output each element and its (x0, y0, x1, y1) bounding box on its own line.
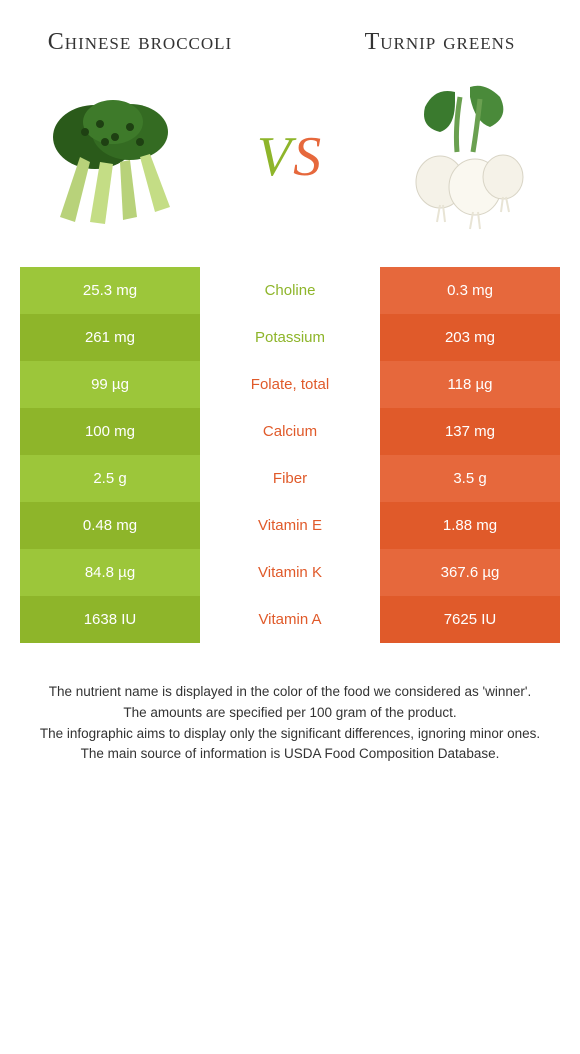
nutrient-name: Vitamin E (200, 502, 380, 549)
table-row: 99 µgFolate, total118 µg (20, 361, 560, 408)
nutrient-name: Fiber (200, 455, 380, 502)
left-value: 2.5 g (20, 455, 200, 502)
footer-line-2: The amounts are specified per 100 gram o… (20, 704, 560, 723)
left-value: 99 µg (20, 361, 200, 408)
right-value: 137 mg (380, 408, 560, 455)
right-value: 367.6 µg (380, 549, 560, 596)
left-value: 100 mg (20, 408, 200, 455)
footer-line-3: The infographic aims to display only the… (20, 725, 560, 744)
right-value: 3.5 g (380, 455, 560, 502)
right-food-image (380, 77, 550, 237)
nutrient-name: Calcium (200, 408, 380, 455)
table-row: 100 mgCalcium137 mg (20, 408, 560, 455)
table-row: 2.5 gFiber3.5 g (20, 455, 560, 502)
vs-label: VS (257, 125, 323, 189)
footer-line-1: The nutrient name is displayed in the co… (20, 683, 560, 702)
table-row: 1638 IUVitamin A7625 IU (20, 596, 560, 643)
left-value: 261 mg (20, 314, 200, 361)
nutrient-table: 25.3 mgCholine0.3 mg261 mgPotassium203 m… (20, 267, 560, 643)
right-value: 7625 IU (380, 596, 560, 643)
right-value: 0.3 mg (380, 267, 560, 314)
left-food-image (30, 77, 200, 237)
images-row: VS (0, 67, 580, 267)
right-food-title: Turnip greens (340, 28, 540, 57)
left-value: 0.48 mg (20, 502, 200, 549)
vs-v-letter: V (257, 126, 293, 188)
footer-notes: The nutrient name is displayed in the co… (20, 683, 560, 765)
nutrient-name: Potassium (200, 314, 380, 361)
left-value: 84.8 µg (20, 549, 200, 596)
right-value: 203 mg (380, 314, 560, 361)
table-row: 0.48 mgVitamin E1.88 mg (20, 502, 560, 549)
left-value: 25.3 mg (20, 267, 200, 314)
table-row: 261 mgPotassium203 mg (20, 314, 560, 361)
table-row: 25.3 mgCholine0.3 mg (20, 267, 560, 314)
left-value: 1638 IU (20, 596, 200, 643)
header: Chinese broccoli Turnip greens (0, 0, 580, 67)
right-value: 1.88 mg (380, 502, 560, 549)
table-row: 84.8 µgVitamin K367.6 µg (20, 549, 560, 596)
nutrient-name: Vitamin A (200, 596, 380, 643)
vs-s-letter: S (293, 126, 323, 188)
left-food-title: Chinese broccoli (40, 28, 240, 57)
nutrient-name: Choline (200, 267, 380, 314)
nutrient-name: Folate, total (200, 361, 380, 408)
footer-line-4: The main source of information is USDA F… (20, 745, 560, 764)
nutrient-name: Vitamin K (200, 549, 380, 596)
right-value: 118 µg (380, 361, 560, 408)
